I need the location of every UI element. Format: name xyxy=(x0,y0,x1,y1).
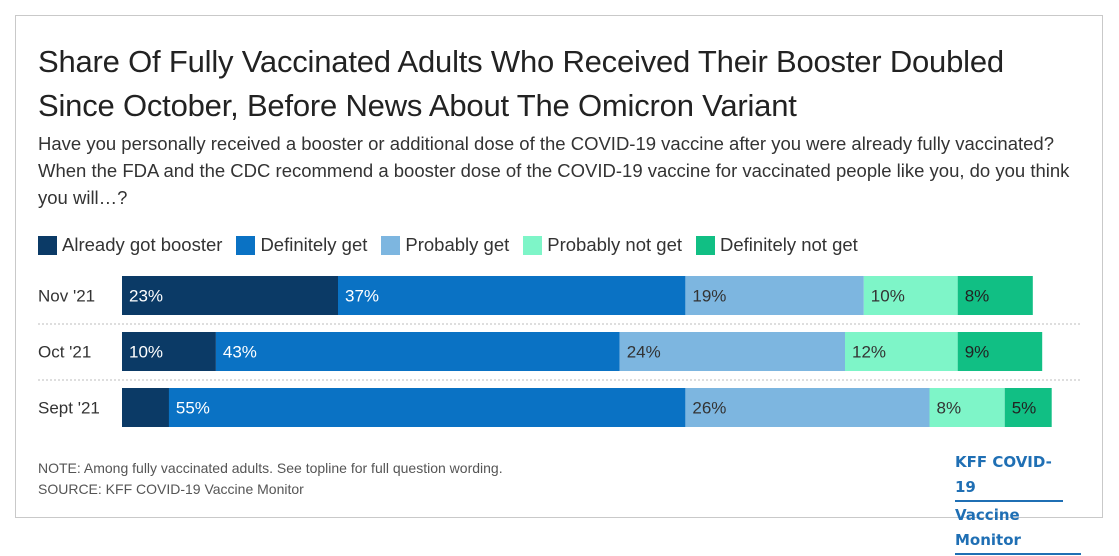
legend-item-probably-not-get: Probably not get xyxy=(523,234,682,256)
legend-swatch xyxy=(236,235,256,255)
chart-source: SOURCE: KFF COVID-19 Vaccine Monitor xyxy=(38,481,304,497)
chart-title: Share Of Fully Vaccinated Adults Who Rec… xyxy=(38,44,1004,123)
kff-logo: KFF COVID-19 Vaccine Monitor xyxy=(955,450,1081,556)
data-label: 9% xyxy=(965,343,990,362)
bar-segment xyxy=(619,332,846,371)
bar-segment xyxy=(168,388,686,427)
data-label: 24% xyxy=(627,343,661,362)
data-label: 37% xyxy=(345,287,379,306)
legend-item-definitely-not-get: Definitely not get xyxy=(696,234,858,256)
chart-subtitle: Have you personally received a booster o… xyxy=(38,133,1070,208)
data-label: 43% xyxy=(223,343,257,362)
category-label: Oct '21 xyxy=(38,343,91,362)
bar-segment xyxy=(845,332,958,371)
bar-segment xyxy=(1004,388,1052,427)
legend-item-probably-get: Probably get xyxy=(381,234,509,256)
data-label: 12% xyxy=(852,343,886,362)
logo-line-2: Vaccine Monitor xyxy=(955,503,1081,555)
category-label: Sept '21 xyxy=(38,399,100,418)
legend-swatch xyxy=(523,235,543,255)
legend-swatch xyxy=(381,235,401,255)
bar-segment xyxy=(685,388,930,427)
legend-item-already-got-booster: Already got booster xyxy=(38,234,222,256)
chart-note: NOTE: Among fully vaccinated adults. See… xyxy=(38,460,503,476)
data-label: 8% xyxy=(937,399,962,418)
data-label: 10% xyxy=(129,343,163,362)
data-label: 5% xyxy=(1012,399,1037,418)
legend-item-definitely-get: Definitely get xyxy=(236,234,367,256)
legend-label: Already got booster xyxy=(62,234,223,255)
bar-segment xyxy=(215,332,620,371)
legend-swatch xyxy=(696,235,715,255)
data-label: 55% xyxy=(176,399,210,418)
legend-swatch xyxy=(38,235,57,255)
legend-label: Probably not get xyxy=(547,234,682,255)
data-label: 23% xyxy=(129,287,163,306)
bar-segment xyxy=(929,388,1005,427)
data-label: 19% xyxy=(692,287,726,306)
bar-segment xyxy=(338,276,686,315)
legend-label: Definitely get xyxy=(260,234,368,255)
data-label: 8% xyxy=(965,287,990,306)
chart-frame xyxy=(15,15,1103,518)
bar-segment xyxy=(863,276,958,315)
bar-segment xyxy=(122,276,338,315)
bar-segment xyxy=(122,332,216,371)
stacked-bar-chart: Nov '21 23% 37% 19% 10% 8% Oct '21 10% 43% 24% 12%… xyxy=(38,276,1080,427)
legend-label: Definitely not get xyxy=(720,234,858,255)
data-label: 26% xyxy=(692,399,726,418)
logo-line-1: KFF COVID-19 xyxy=(955,450,1063,502)
category-label: Nov '21 xyxy=(38,287,95,306)
bar-segment xyxy=(685,276,864,315)
data-label: 10% xyxy=(871,287,905,306)
legend-label: Probably get xyxy=(405,234,510,255)
legend: Already got booster Definitely get Proba… xyxy=(38,234,872,256)
bar-segment xyxy=(122,388,169,427)
bar-segment xyxy=(957,276,1033,315)
bar-segment xyxy=(957,332,1043,371)
